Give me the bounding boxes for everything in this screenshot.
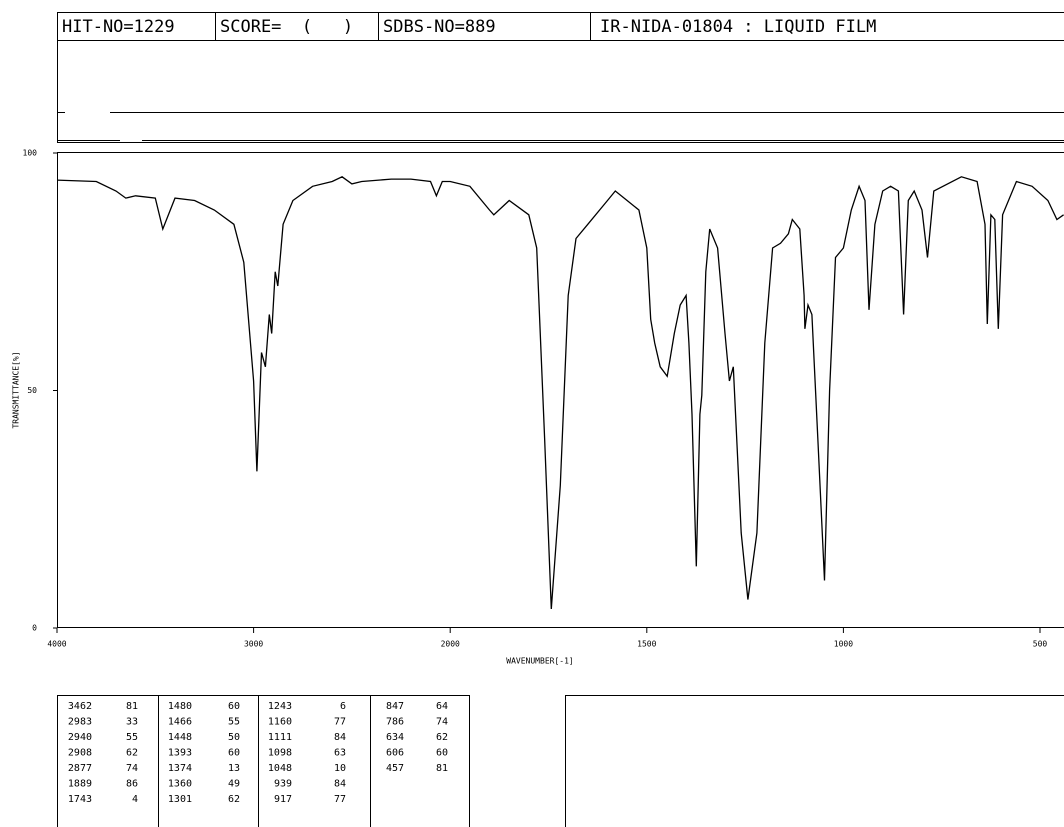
- peak-transmittance: 86: [126, 779, 138, 790]
- peak-wavenumber: 1889: [68, 779, 92, 790]
- y-tick-label: 100: [23, 149, 38, 158]
- peak-transmittance: 84: [334, 732, 346, 743]
- table-box: [57, 695, 470, 827]
- score: SCORE= ( ): [220, 17, 353, 37]
- peak-transmittance: 49: [228, 779, 240, 790]
- peak-transmittance: 55: [228, 717, 240, 728]
- peak-transmittance: 63: [334, 748, 346, 759]
- peak-transmittance: 81: [436, 763, 448, 774]
- sdbs-no: SDBS-NO=889: [383, 17, 496, 37]
- peak-transmittance: 55: [126, 732, 138, 743]
- header-box: [57, 12, 1064, 143]
- peak-wavenumber: 1360: [168, 779, 192, 790]
- peak-transmittance: 64: [436, 701, 448, 712]
- peak-transmittance: 13: [228, 763, 240, 774]
- x-tick-label: 1000: [834, 640, 853, 649]
- header: [57, 12, 1064, 143]
- x-tick-label: 2000: [441, 640, 460, 649]
- peak-transmittance: 33: [126, 717, 138, 728]
- peak-wavenumber: 847: [386, 701, 404, 712]
- peak-wavenumber: 606: [386, 748, 404, 759]
- peak-wavenumber: 634: [386, 732, 404, 743]
- peak-wavenumber: 1160: [268, 717, 292, 728]
- peak-wavenumber: 917: [274, 794, 292, 805]
- peak-transmittance: 74: [436, 717, 448, 728]
- peak-wavenumber: 1480: [168, 701, 192, 712]
- peak-wavenumber: 1743: [68, 794, 92, 805]
- peak-transmittance: 60: [436, 748, 448, 759]
- peak-wavenumber: 1098: [268, 748, 292, 759]
- peak-wavenumber: 2908: [68, 748, 92, 759]
- blank-box: [565, 695, 1064, 827]
- peak-transmittance: 60: [228, 748, 240, 759]
- sample-info: IR-NIDA-01804 : LIQUID FILM: [600, 17, 876, 37]
- spectrum-line: [56, 176, 1064, 610]
- peak-wavenumber: 1466: [168, 717, 192, 728]
- peak-wavenumber: 1393: [168, 748, 192, 759]
- peak-transmittance: 81: [126, 701, 138, 712]
- peak-transmittance: 62: [228, 794, 240, 805]
- peak-transmittance: 4: [132, 794, 138, 805]
- peak-wavenumber: 457: [386, 763, 404, 774]
- peak-wavenumber: 2983: [68, 717, 92, 728]
- y-tick-label: 0: [32, 624, 37, 633]
- peak-wavenumber: 1048: [268, 763, 292, 774]
- x-tick-label: 4000: [47, 640, 66, 649]
- peak-transmittance: 6: [340, 701, 346, 712]
- peak-transmittance: 62: [126, 748, 138, 759]
- peak-wavenumber: 939: [274, 779, 292, 790]
- x-tick-label: 3000: [244, 640, 263, 649]
- peak-transmittance: 74: [126, 763, 138, 774]
- peak-transmittance: 60: [228, 701, 240, 712]
- peak-wavenumber: 1448: [168, 732, 192, 743]
- peak-wavenumber: 1374: [168, 763, 192, 774]
- peak-transmittance: 77: [334, 717, 346, 728]
- plot-frame: [57, 152, 1064, 628]
- x-tick-label: 500: [1033, 640, 1048, 649]
- peak-transmittance: 62: [436, 732, 448, 743]
- peak-wavenumber: 2877: [68, 763, 92, 774]
- peak-table: [57, 695, 1064, 827]
- peak-wavenumber: 1111: [268, 732, 292, 743]
- x-tick-label: 1500: [637, 640, 656, 649]
- peak-wavenumber: 2940: [68, 732, 92, 743]
- y-tick-label: 50: [27, 386, 37, 395]
- hit-no: HIT-NO=1229: [62, 17, 175, 37]
- peak-transmittance: 84: [334, 779, 346, 790]
- peak-wavenumber: 1301: [168, 794, 192, 805]
- peak-transmittance: 10: [334, 763, 346, 774]
- y-axis-label: TRANSMITTANCE[%]: [12, 351, 21, 428]
- x-axis-label: WAVENUMBER[-1]: [506, 657, 573, 666]
- peak-wavenumber: 786: [386, 717, 404, 728]
- peak-transmittance: 50: [228, 732, 240, 743]
- peak-wavenumber: 3462: [68, 701, 92, 712]
- peak-transmittance: 77: [334, 794, 346, 805]
- peak-wavenumber: 1243: [268, 701, 292, 712]
